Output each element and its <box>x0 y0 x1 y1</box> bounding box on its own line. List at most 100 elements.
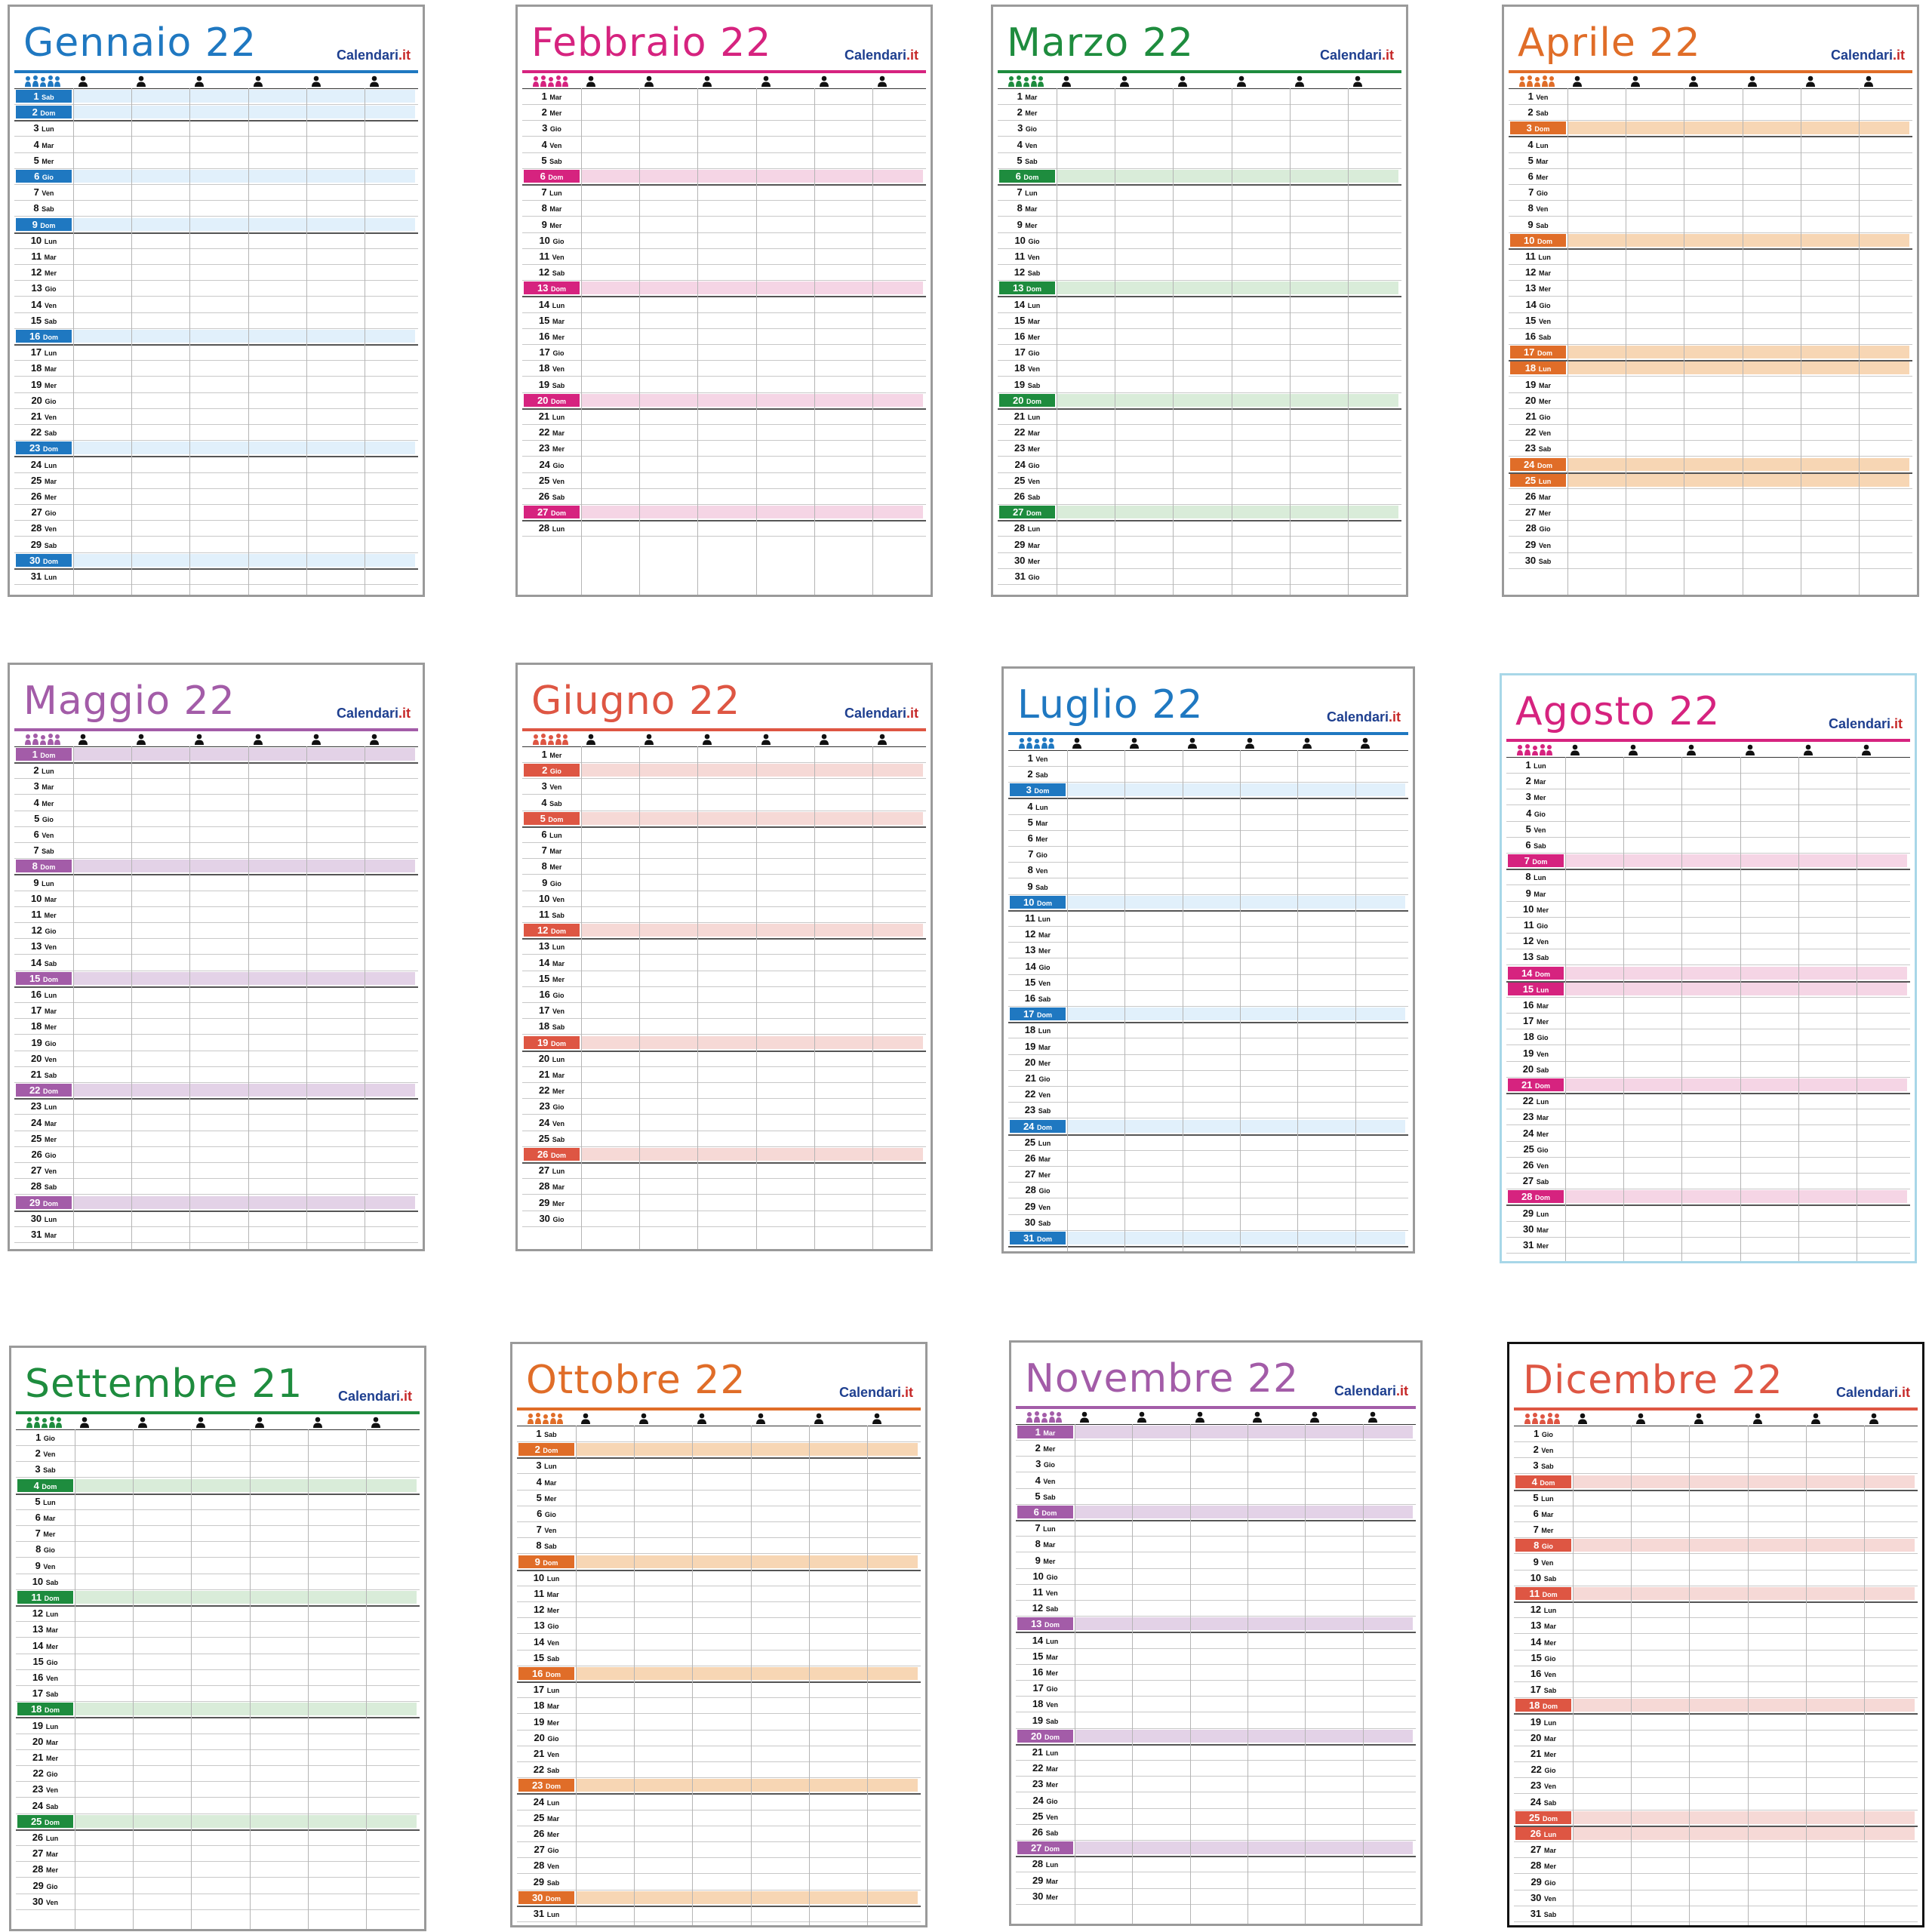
day-row[interactable]: 4 Mer <box>14 795 418 811</box>
day-row[interactable]: 4 Mar <box>14 137 418 153</box>
day-row[interactable]: 13 Gio <box>517 1617 921 1635</box>
day-row[interactable]: 2 Gio <box>522 762 926 780</box>
day-row[interactable]: 5 Mar <box>1509 152 1912 169</box>
day-row[interactable]: 29 Mar <box>1016 1872 1416 1889</box>
day-row[interactable]: 19 Mar <box>1509 377 1912 393</box>
day-row[interactable]: 8 Sab <box>14 200 418 217</box>
day-row[interactable]: 22 Mar <box>1016 1760 1416 1777</box>
day-row[interactable]: 29 Mer <box>522 1195 926 1211</box>
day-row[interactable]: 24 Dom <box>1008 1118 1408 1136</box>
day-row[interactable]: 10 Gio <box>522 232 926 249</box>
day-row[interactable]: 21 Lun <box>998 408 1401 425</box>
day-row[interactable]: 10 Gio <box>998 232 1401 249</box>
day-row[interactable]: 24 Gio <box>998 457 1401 473</box>
day-row[interactable]: 17 Sab <box>16 1685 420 1703</box>
day-row[interactable]: 30 Ven <box>1514 1890 1918 1906</box>
day-row[interactable]: 9 Mer <box>1016 1552 1416 1569</box>
day-row[interactable]: 23 Dom <box>517 1777 921 1795</box>
day-row[interactable]: 31 Mer <box>1506 1237 1910 1254</box>
day-row[interactable]: 7 Ven <box>517 1521 921 1539</box>
day-row[interactable]: 16 Mer <box>1016 1664 1416 1681</box>
day-row[interactable]: 6 Gio <box>14 168 418 185</box>
day-row[interactable]: 26 Gio <box>14 1146 418 1163</box>
day-row[interactable]: 9 Mer <box>522 217 926 233</box>
day-row[interactable]: 6 Gio <box>517 1506 921 1522</box>
day-row[interactable]: 18 Mar <box>517 1697 921 1715</box>
day-row[interactable]: 8 Dom <box>14 858 418 876</box>
day-row[interactable]: 30 Sab <box>1008 1214 1408 1231</box>
day-row[interactable]: 24 Dom <box>1509 457 1912 474</box>
day-row[interactable]: 21 Mer <box>1514 1746 1918 1762</box>
day-row[interactable]: 3 Gio <box>998 120 1401 137</box>
day-row[interactable]: 27 Gio <box>14 504 418 521</box>
day-row[interactable]: 11 Mer <box>14 906 418 923</box>
day-row[interactable]: 9 Ven <box>16 1558 420 1574</box>
day-row[interactable]: 20 Gio <box>517 1730 921 1746</box>
day-row[interactable]: 8 Gio <box>16 1541 420 1558</box>
day-row[interactable]: 21 Mar <box>522 1066 926 1083</box>
day-row[interactable]: 15 Mar <box>1016 1648 1416 1665</box>
day-row[interactable]: 25 Ven <box>522 472 926 489</box>
day-row[interactable]: 26 Lun <box>16 1829 420 1846</box>
day-row[interactable]: 17 Dom <box>1008 1006 1408 1024</box>
day-row[interactable]: 7 Ven <box>14 184 418 202</box>
day-row[interactable]: 23 Dom <box>14 440 418 458</box>
day-row[interactable]: 20 Mer <box>1008 1054 1408 1071</box>
day-row[interactable]: 16 Sab <box>1008 990 1408 1007</box>
day-row[interactable]: 29 Gio <box>1514 1874 1918 1890</box>
day-row[interactable]: 22 Dom <box>14 1082 418 1100</box>
day-row[interactable]: 18 Dom <box>1514 1697 1918 1715</box>
day-row[interactable]: 13 Mar <box>1514 1617 1918 1635</box>
day-row[interactable]: 28 Dom <box>1506 1189 1910 1207</box>
day-row[interactable]: 14 Lun <box>998 297 1401 313</box>
day-row[interactable]: 14 Sab <box>14 955 418 971</box>
day-row[interactable]: 1 Ven <box>1008 750 1408 767</box>
day-row[interactable]: 13 Mer <box>1509 280 1912 297</box>
day-row[interactable]: 29 Ven <box>1509 537 1912 553</box>
day-row[interactable]: 10 Sab <box>1514 1570 1918 1586</box>
day-row[interactable]: 2 Mer <box>522 104 926 122</box>
day-row[interactable]: 18 Ven <box>998 360 1401 377</box>
day-row[interactable]: 12 Mer <box>14 264 418 281</box>
day-row[interactable]: 3 Mer <box>1506 789 1910 806</box>
day-row[interactable]: 19 Ven <box>1506 1045 1910 1062</box>
day-row[interactable]: 30 Dom <box>517 1890 921 1907</box>
day-row[interactable]: 31 Gio <box>998 568 1401 585</box>
day-row[interactable]: 17 Lun <box>517 1681 921 1699</box>
day-row[interactable]: 14 Ven <box>14 297 418 313</box>
day-row[interactable]: 5 Mar <box>1008 814 1408 831</box>
day-row[interactable]: 5 Gio <box>14 811 418 827</box>
day-row[interactable]: 8 Mer <box>522 858 926 875</box>
day-row[interactable]: 17 Gio <box>522 344 926 361</box>
day-row[interactable]: 30 Mar <box>1506 1221 1910 1238</box>
day-row[interactable]: 27 Gio <box>517 1841 921 1859</box>
day-row[interactable]: 28 Gio <box>1008 1182 1408 1199</box>
day-row[interactable]: 4 Sab <box>522 795 926 811</box>
day-row[interactable]: 12 Sab <box>522 264 926 281</box>
day-row[interactable]: 19 Lun <box>1514 1714 1918 1730</box>
day-row[interactable]: 10 Ven <box>522 891 926 907</box>
day-row[interactable]: 16 Ven <box>16 1669 420 1686</box>
day-row[interactable]: 28 Mer <box>1514 1857 1918 1875</box>
day-row[interactable]: 6 Dom <box>522 168 926 186</box>
day-row[interactable]: 23 Sab <box>1008 1102 1408 1119</box>
day-row[interactable]: 27 Mer <box>1509 504 1912 521</box>
day-row[interactable]: 26 Sab <box>1016 1824 1416 1841</box>
day-row[interactable]: 29 Ven <box>1008 1198 1408 1215</box>
day-row[interactable]: 25 Ven <box>998 472 1401 489</box>
day-row[interactable]: 17 Lun <box>14 344 418 361</box>
day-row[interactable]: 25 Lun <box>1008 1134 1408 1151</box>
day-row[interactable]: 7 Lun <box>1016 1520 1416 1537</box>
day-row[interactable]: 19 Mar <box>1008 1038 1408 1055</box>
day-row[interactable]: 4 Ven <box>522 137 926 153</box>
day-row[interactable]: 23 Sab <box>1509 440 1912 457</box>
day-row[interactable]: 24 Mer <box>1506 1125 1910 1142</box>
day-row[interactable]: 29 Sab <box>14 537 418 553</box>
day-row[interactable]: 22 Mar <box>998 424 1401 441</box>
day-row[interactable]: 15 Dom <box>14 971 418 988</box>
day-row[interactable]: 16 Lun <box>14 986 418 1003</box>
day-row[interactable]: 30 Mer <box>998 552 1401 569</box>
day-row[interactable]: 26 Ven <box>1506 1157 1910 1174</box>
day-row[interactable]: 28 Mer <box>16 1861 420 1878</box>
day-row[interactable]: 21 Gio <box>1008 1070 1408 1087</box>
